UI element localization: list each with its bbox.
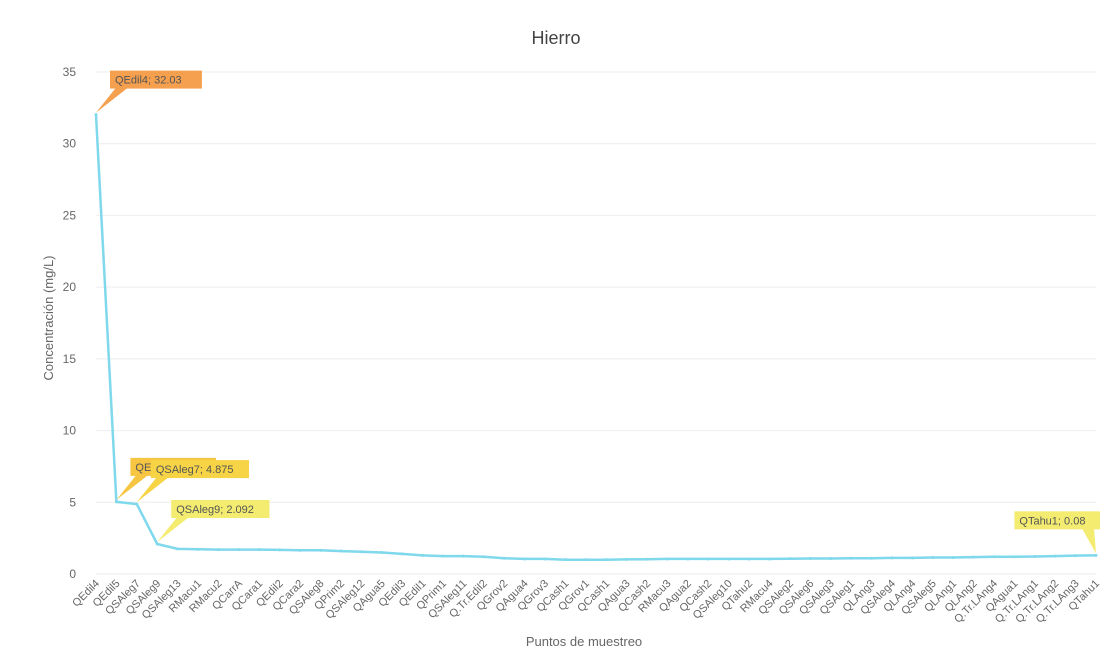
data-point — [1054, 555, 1057, 558]
callout-label: QSAleg7; 4.875 — [156, 464, 234, 476]
callout-label: QSAleg9; 2.092 — [176, 504, 254, 516]
data-point — [707, 557, 710, 560]
data-point — [156, 542, 159, 545]
data-point — [748, 557, 751, 560]
y-tick-label: 0 — [69, 567, 76, 581]
data-point — [646, 558, 649, 561]
data-point — [401, 552, 404, 555]
data-point — [666, 557, 669, 560]
data-point — [380, 551, 383, 554]
data-point — [584, 558, 587, 561]
x-axis-title: Puntos de muestreo — [526, 634, 642, 649]
y-tick-label: 25 — [63, 208, 77, 222]
x-axis-ticks: QEdil4QEdil5QSAleg7QSAleg9QSAleg13RMacu1… — [70, 577, 1102, 625]
callout-pointer — [96, 88, 128, 113]
data-point — [482, 555, 485, 558]
data-point — [278, 548, 281, 551]
data-point — [952, 556, 955, 559]
data-point — [217, 548, 220, 551]
y-axis-title: Concentración (mg/L) — [41, 256, 56, 381]
data-point — [625, 558, 628, 561]
chart-title: Hierro — [531, 28, 580, 48]
data-point — [95, 113, 98, 116]
data-callout: QSAleg7; 4.875 — [137, 460, 249, 502]
data-point — [972, 556, 975, 559]
data-point — [1013, 555, 1016, 558]
data-point — [727, 557, 730, 560]
grid-lines — [96, 72, 1096, 574]
data-point — [686, 557, 689, 560]
data-point — [890, 556, 893, 559]
data-point — [339, 550, 342, 553]
data-point — [115, 500, 118, 503]
data-point — [176, 547, 179, 550]
data-point — [768, 557, 771, 560]
callout-label: QTahu1; 0.08 — [1019, 515, 1085, 527]
data-point — [992, 555, 995, 558]
data-point — [564, 558, 567, 561]
data-point — [523, 557, 526, 560]
data-point — [319, 549, 322, 552]
data-point — [503, 557, 506, 560]
y-tick-label: 10 — [63, 424, 77, 438]
y-tick-label: 20 — [63, 280, 77, 294]
data-point — [829, 557, 832, 560]
data-point — [299, 549, 302, 552]
data-point — [360, 550, 363, 553]
data-point — [1074, 554, 1077, 557]
data-point — [1095, 554, 1098, 557]
callout-pointer — [137, 477, 169, 502]
data-point — [850, 557, 853, 560]
data-callout: QSAleg9; 2.092 — [157, 500, 269, 542]
series-line — [96, 115, 1096, 560]
y-tick-label: 30 — [63, 137, 77, 151]
data-point — [931, 556, 934, 559]
data-point — [911, 556, 914, 559]
data-point — [197, 548, 200, 551]
data-point — [462, 555, 465, 558]
y-tick-label: 5 — [69, 495, 76, 509]
callout-label: QEdil4; 32.03 — [115, 75, 182, 87]
data-point — [441, 555, 444, 558]
data-point — [809, 557, 812, 560]
callout-pointer — [157, 517, 189, 542]
data-point — [788, 557, 791, 560]
data-point — [237, 548, 240, 551]
y-tick-label: 35 — [63, 65, 77, 79]
data-callout: QTahu1; 0.08 — [1014, 511, 1100, 553]
y-axis-ticks: 0 5 10 15 20 25 30 35 — [63, 65, 77, 581]
data-point — [258, 548, 261, 551]
y-tick-label: 15 — [63, 352, 77, 366]
data-point — [870, 557, 873, 560]
data-point — [543, 557, 546, 560]
data-callout: QEdil4; 32.03 — [96, 71, 202, 113]
data-point — [135, 503, 138, 506]
data-point — [605, 558, 608, 561]
series-layer — [95, 113, 1098, 561]
data-point — [421, 554, 424, 557]
data-point — [1033, 555, 1036, 558]
callout-pointer — [1082, 528, 1096, 553]
